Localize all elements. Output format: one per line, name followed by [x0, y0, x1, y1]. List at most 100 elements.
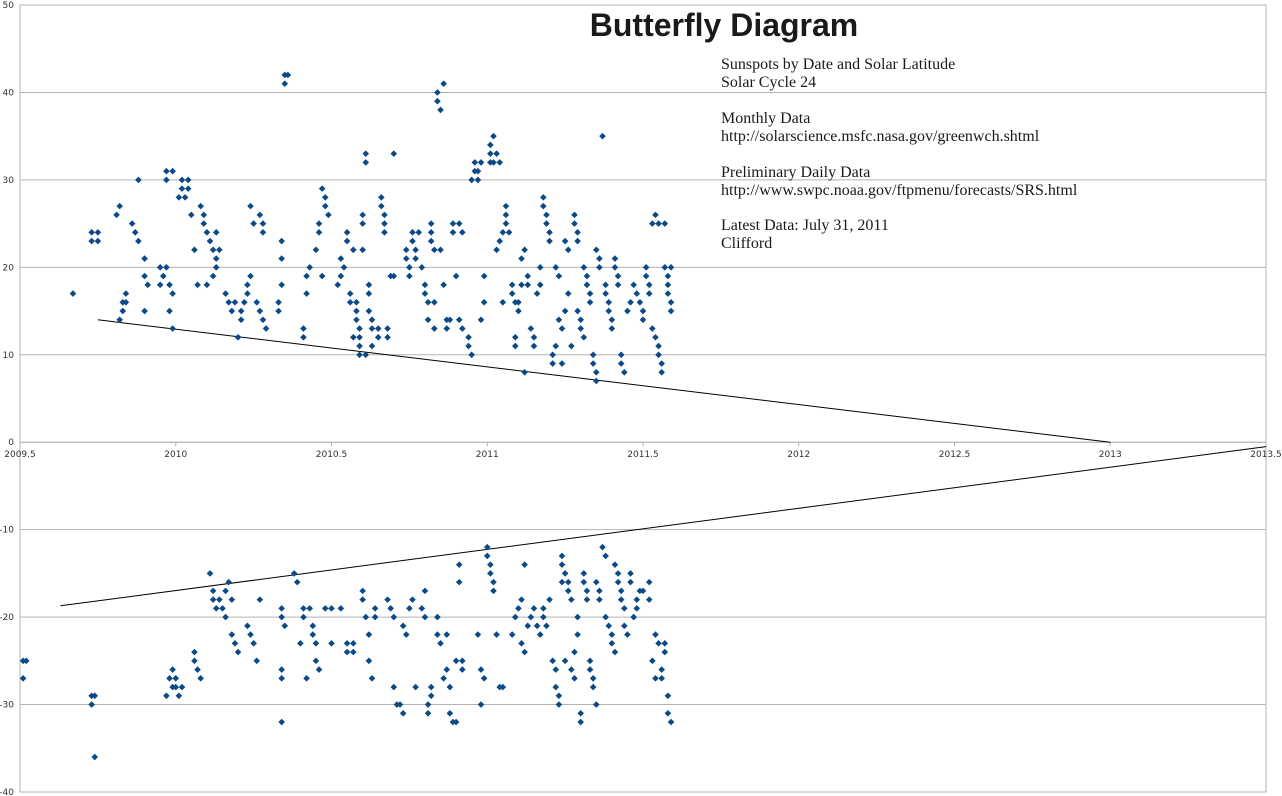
data-point-north	[617, 351, 625, 359]
data-point-north	[381, 220, 388, 227]
data-point-north	[521, 368, 528, 376]
data-point-north	[374, 325, 382, 332]
data-point-north	[518, 281, 525, 289]
data-point-north	[412, 246, 419, 254]
data-point-north	[583, 281, 591, 289]
data-point-south	[592, 578, 600, 586]
data-point-north	[446, 316, 454, 324]
data-point-north	[381, 229, 388, 236]
data-point-south	[667, 718, 675, 726]
data-point-north	[437, 106, 444, 114]
data-point-north	[141, 272, 148, 280]
data-point-south	[421, 613, 429, 621]
data-point-north	[437, 246, 444, 254]
data-point-north	[343, 237, 351, 245]
data-point-north	[561, 307, 569, 315]
data-point-south	[536, 631, 544, 638]
data-point-south	[300, 605, 307, 612]
data-point-south	[577, 710, 584, 717]
data-point-south	[409, 596, 416, 603]
data-point-south	[574, 613, 581, 621]
data-point-south	[306, 605, 313, 612]
data-point-north	[580, 264, 588, 271]
data-point-south	[580, 570, 588, 577]
data-point-south	[365, 631, 373, 638]
trend-line	[97, 319, 1111, 443]
data-point-north	[212, 229, 220, 236]
data-point-south	[483, 543, 491, 551]
data-point-north	[530, 333, 538, 341]
data-point-south	[191, 657, 198, 665]
data-point-north	[536, 264, 544, 271]
data-point-north	[256, 307, 264, 315]
data-point-north	[244, 290, 251, 297]
data-point-south	[362, 613, 370, 621]
data-point-north	[427, 237, 435, 245]
data-point-north	[128, 220, 136, 227]
data-point-north	[592, 246, 600, 254]
data-point-south	[621, 622, 628, 630]
data-point-north	[353, 307, 360, 315]
data-point-north	[209, 246, 217, 254]
data-point-south	[424, 710, 432, 717]
data-point-north	[278, 237, 285, 245]
data-point-north	[69, 290, 77, 297]
data-point-south	[91, 692, 99, 700]
data-point-south	[608, 631, 616, 638]
data-point-south	[315, 666, 323, 673]
data-point-south	[661, 648, 669, 656]
data-point-south	[614, 570, 622, 577]
data-point-south	[209, 596, 217, 603]
data-point-north	[169, 325, 176, 332]
data-point-south	[446, 710, 454, 717]
data-point-south	[455, 561, 463, 568]
data-point-north	[649, 325, 656, 332]
data-point-north	[633, 290, 641, 297]
data-point-south	[293, 578, 301, 586]
data-point-north	[178, 185, 186, 192]
data-point-south	[166, 675, 173, 682]
data-point-south	[652, 631, 659, 638]
data-point-south	[596, 587, 603, 595]
data-point-north	[191, 246, 198, 254]
data-point-south	[390, 683, 398, 691]
data-point-south	[446, 683, 454, 691]
data-points	[19, 71, 675, 761]
data-point-south	[343, 648, 351, 656]
data-point-north	[368, 325, 376, 332]
data-point-north	[163, 167, 170, 175]
data-point-south	[561, 570, 569, 577]
data-point-south	[452, 718, 460, 726]
data-point-north	[340, 264, 348, 271]
data-point-north	[658, 368, 665, 376]
data-point-north	[592, 368, 600, 376]
data-point-north	[315, 229, 323, 236]
plot-border	[19, 4, 1267, 793]
data-point-south	[412, 683, 419, 691]
data-point-north	[156, 264, 164, 271]
trend-line	[60, 446, 1267, 607]
data-point-south	[212, 605, 220, 612]
data-point-north	[621, 368, 628, 376]
y-tick-label: -30	[0, 701, 14, 711]
data-point-north	[667, 307, 675, 315]
data-point-north	[434, 97, 441, 105]
x-tick-label: 2010	[164, 450, 187, 460]
data-point-north	[384, 333, 391, 341]
data-point-north	[496, 237, 504, 245]
data-point-south	[568, 666, 575, 673]
data-point-north	[321, 202, 329, 210]
data-point-south	[402, 631, 410, 638]
data-point-south	[661, 640, 669, 647]
data-point-south	[518, 596, 525, 603]
annotation-latest-data: Latest Data: July 31, 2011	[721, 217, 889, 234]
data-point-south	[611, 648, 619, 656]
data-point-north	[141, 255, 148, 262]
data-point-north	[318, 185, 326, 192]
data-point-north	[281, 80, 289, 87]
data-point-north	[278, 255, 285, 262]
annotation-daily-url: http://www.swpc.noaa.gov/ftpmenu/forecas…	[721, 182, 1078, 199]
data-point-north	[253, 299, 261, 306]
data-point-north	[247, 202, 254, 210]
data-point-north	[527, 325, 535, 332]
